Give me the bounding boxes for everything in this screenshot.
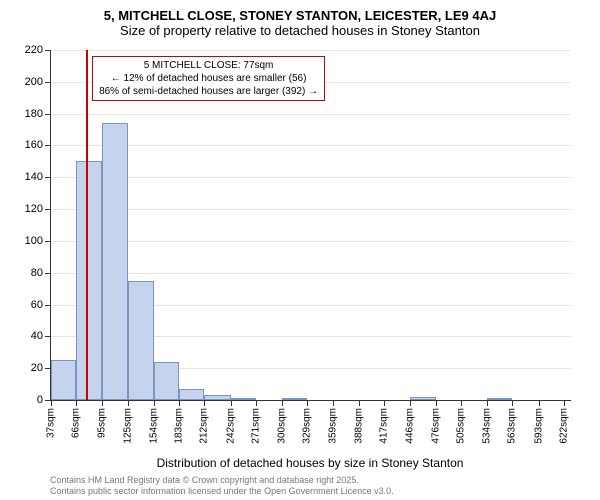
- x-tick-label: 242sqm: [225, 408, 236, 444]
- grid-line: [51, 114, 571, 115]
- x-tick-label: 388sqm: [353, 408, 364, 444]
- y-tick: [45, 336, 51, 337]
- y-tick-label: 0: [37, 394, 43, 406]
- grid-line: [51, 241, 571, 242]
- grid-line: [51, 50, 571, 51]
- x-tick-label: 37sqm: [46, 408, 57, 438]
- y-tick: [45, 177, 51, 178]
- y-tick: [45, 241, 51, 242]
- footer-line-1: Contains HM Land Registry data © Crown c…: [50, 475, 394, 486]
- histogram-bar: [179, 389, 204, 400]
- y-tick: [45, 50, 51, 51]
- grid-line: [51, 177, 571, 178]
- x-tick: [179, 400, 180, 406]
- x-tick: [256, 400, 257, 406]
- info-line-1: 5 MITCHELL CLOSE: 77sqm: [99, 59, 318, 72]
- x-tick-label: 66sqm: [71, 408, 82, 438]
- x-tick: [204, 400, 205, 406]
- y-tick-label: 180: [25, 108, 43, 120]
- y-tick: [45, 114, 51, 115]
- footer-credits: Contains HM Land Registry data © Crown c…: [50, 475, 394, 497]
- x-tick-label: 593sqm: [533, 408, 544, 444]
- histogram-bar: [128, 281, 153, 400]
- x-tick-label: 154sqm: [148, 408, 159, 444]
- x-tick: [51, 400, 52, 406]
- x-tick-label: 300sqm: [276, 408, 287, 444]
- x-tick-label: 417sqm: [379, 408, 390, 444]
- y-tick-label: 120: [25, 203, 43, 215]
- x-tick: [564, 400, 565, 406]
- x-tick-label: 505sqm: [456, 408, 467, 444]
- grid-line: [51, 209, 571, 210]
- title-sub: Size of property relative to detached ho…: [0, 23, 600, 42]
- y-tick-label: 160: [25, 139, 43, 151]
- info-box: 5 MITCHELL CLOSE: 77sqm ← 12% of detache…: [92, 56, 325, 101]
- y-tick-label: 60: [31, 299, 43, 311]
- histogram-bar: [154, 362, 179, 400]
- x-tick: [128, 400, 129, 406]
- histogram-bar: [410, 397, 436, 400]
- x-tick: [487, 400, 488, 406]
- grid-line: [51, 273, 571, 274]
- x-tick: [359, 400, 360, 406]
- y-tick-label: 140: [25, 171, 43, 183]
- x-tick-label: 446sqm: [404, 408, 415, 444]
- chart-area: 02040608010012014016018020022037sqm66sqm…: [50, 50, 571, 401]
- x-tick: [282, 400, 283, 406]
- histogram-bar: [204, 395, 230, 400]
- histogram-bar: [231, 398, 256, 400]
- x-tick-label: 359sqm: [328, 408, 339, 444]
- y-tick: [45, 209, 51, 210]
- y-tick: [45, 82, 51, 83]
- x-tick: [436, 400, 437, 406]
- title-main: 5, MITCHELL CLOSE, STONEY STANTON, LEICE…: [0, 0, 600, 23]
- grid-line: [51, 145, 571, 146]
- x-tick: [410, 400, 411, 406]
- x-axis-title: Distribution of detached houses by size …: [50, 456, 570, 470]
- x-tick: [539, 400, 540, 406]
- y-tick-label: 20: [31, 362, 43, 374]
- x-tick-label: 329sqm: [302, 408, 313, 444]
- y-tick: [45, 305, 51, 306]
- x-tick: [333, 400, 334, 406]
- y-tick-label: 220: [25, 44, 43, 56]
- x-tick-label: 125sqm: [123, 408, 134, 444]
- histogram-bar: [102, 123, 128, 400]
- y-tick-label: 40: [31, 330, 43, 342]
- y-tick: [45, 145, 51, 146]
- x-tick: [231, 400, 232, 406]
- info-line-3: 86% of semi-detached houses are larger (…: [99, 85, 318, 98]
- x-tick-label: 271sqm: [251, 408, 262, 444]
- x-tick: [102, 400, 103, 406]
- y-tick-label: 200: [25, 76, 43, 88]
- x-tick-label: 622sqm: [558, 408, 569, 444]
- x-tick: [307, 400, 308, 406]
- y-tick: [45, 273, 51, 274]
- histogram-bar: [76, 161, 101, 400]
- histogram-bar: [282, 398, 307, 400]
- x-tick: [384, 400, 385, 406]
- x-tick-label: 95sqm: [96, 408, 107, 438]
- x-tick: [512, 400, 513, 406]
- x-tick-label: 212sqm: [199, 408, 210, 444]
- histogram-bar: [51, 360, 76, 400]
- y-tick-label: 80: [31, 267, 43, 279]
- histogram-bar: [487, 398, 512, 400]
- footer-line-2: Contains public sector information licen…: [50, 486, 394, 497]
- info-line-2: ← 12% of detached houses are smaller (56…: [99, 72, 318, 85]
- x-tick-label: 563sqm: [507, 408, 518, 444]
- x-tick: [76, 400, 77, 406]
- x-tick: [461, 400, 462, 406]
- y-tick-label: 100: [25, 235, 43, 247]
- x-tick-label: 476sqm: [430, 408, 441, 444]
- x-tick-label: 534sqm: [481, 408, 492, 444]
- property-marker-line: [86, 50, 88, 400]
- x-tick: [154, 400, 155, 406]
- x-tick-label: 183sqm: [174, 408, 185, 444]
